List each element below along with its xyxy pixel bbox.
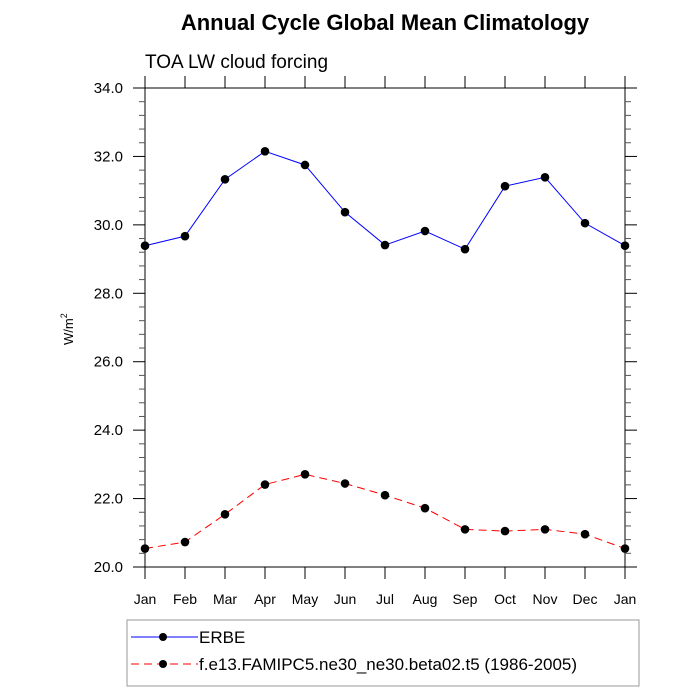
y-tick-label: 28.0 — [94, 285, 123, 302]
x-tick-label: Dec — [573, 591, 598, 607]
data-point — [260, 480, 270, 489]
x-tick-label: May — [292, 591, 318, 607]
y-tick-label: 34.0 — [94, 80, 123, 97]
y-tick-label: 22.0 — [94, 491, 123, 508]
data-point — [420, 503, 430, 513]
data-point — [540, 172, 550, 182]
x-tick-label: Jan — [134, 591, 157, 607]
y-tick-label: 26.0 — [94, 354, 123, 371]
data-point — [300, 160, 310, 170]
x-tick-label: Aug — [413, 591, 438, 607]
x-tick-label: Jun — [334, 591, 357, 607]
y-tick-label: 20.0 — [94, 559, 123, 576]
series-layer — [140, 146, 630, 553]
legend-marker — [159, 633, 167, 641]
data-point — [460, 525, 470, 534]
x-tick-label: Mar — [213, 591, 237, 607]
series-model — [140, 469, 630, 553]
legend-label: f.e13.FAMIPC5.ne30_ne30.beta02.t5 (1986-… — [199, 655, 577, 674]
data-point — [180, 231, 190, 241]
x-tick-label: Jan — [614, 591, 637, 607]
data-point — [380, 240, 390, 250]
data-point — [140, 241, 150, 251]
data-point — [380, 490, 390, 500]
chart-title: Annual Cycle Global Mean Climatology — [181, 10, 590, 35]
x-tick-label: Sep — [453, 591, 478, 607]
data-point — [420, 226, 430, 236]
data-point — [580, 529, 590, 539]
legend-box — [126, 619, 640, 687]
data-point — [140, 544, 150, 553]
chart-subtitle: TOA LW cloud forcing — [145, 52, 328, 73]
x-tick-label: Oct — [494, 591, 516, 607]
data-point — [340, 479, 350, 488]
series-line — [144, 473, 626, 550]
series-line — [144, 150, 626, 250]
data-point — [220, 175, 230, 184]
y-axis-label-superscript: 2 — [59, 313, 69, 318]
data-point — [580, 218, 590, 228]
data-point — [220, 510, 230, 519]
data-point — [500, 181, 510, 191]
axes: 20.0 22.0 24.0 26.0 28.0 30.0 32.0 34.0 Jan Feb Ma… — [94, 76, 637, 607]
legend: ERBE f.e13.FAMIPC5.ne30_ne30.beta02.t5 (1… — [126, 619, 640, 687]
data-point — [460, 244, 470, 254]
data-point — [180, 537, 190, 547]
data-point — [620, 544, 630, 553]
x-tick-label: Nov — [533, 591, 558, 607]
y-tick-label: 24.0 — [94, 422, 123, 439]
data-point — [300, 469, 310, 479]
y-tick-label: 30.0 — [94, 217, 123, 234]
data-point — [540, 525, 550, 534]
data-point — [260, 146, 270, 156]
x-tick-label: Apr — [254, 591, 276, 607]
legend-label: ERBE — [199, 628, 245, 647]
data-point — [500, 526, 510, 536]
y-tick-label: 32.0 — [94, 148, 123, 165]
legend-marker — [159, 660, 167, 668]
y-axis-label: W/m2 — [59, 313, 76, 345]
x-tick-label: Jul — [376, 591, 394, 607]
x-tick-label: Feb — [173, 591, 197, 607]
series-erbe — [140, 146, 630, 254]
data-point — [620, 241, 630, 251]
data-point — [340, 207, 350, 217]
y-axis-label-text: W/m — [61, 318, 76, 345]
